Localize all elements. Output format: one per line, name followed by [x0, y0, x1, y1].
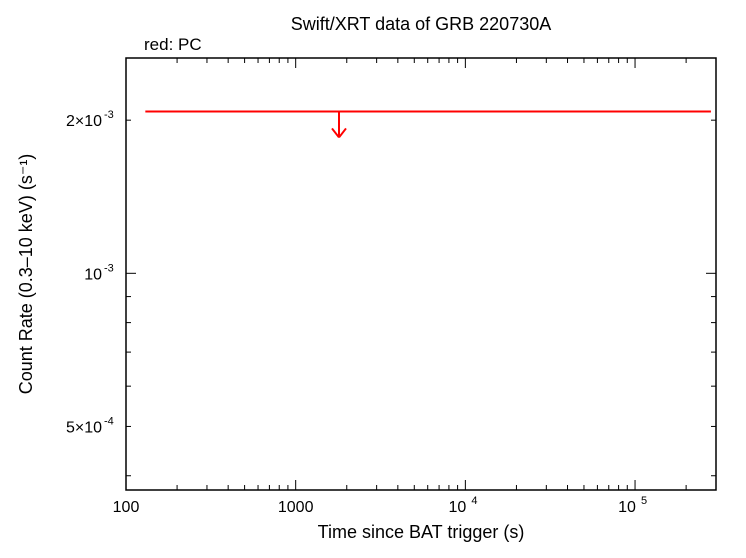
svg-text:2×10: 2×10 — [66, 113, 102, 130]
plot-border — [126, 58, 716, 490]
upper-limit-arrow-head — [332, 128, 339, 137]
chart-svg: 100 1000 10 4 10 5 Time since BAT trigger (s) 5… — [0, 0, 746, 558]
y-axis-label: Count Rate (0.3–10 keV) (s⁻¹) — [16, 154, 36, 395]
x-tick-label: 10 5 — [618, 495, 647, 516]
y-tick-label: 10-3 — [84, 262, 114, 283]
svg-text:-4: -4 — [104, 415, 114, 427]
svg-text:10: 10 — [618, 499, 636, 516]
x-tick-label: 10 4 — [448, 495, 477, 516]
y-tick-label: 2×10-3 — [66, 109, 114, 130]
svg-text:5: 5 — [641, 495, 647, 507]
chart-container: 100 1000 10 4 10 5 Time since BAT trigger (s) 5… — [0, 0, 746, 558]
svg-text:5×10: 5×10 — [66, 419, 102, 436]
svg-text:-3: -3 — [104, 109, 114, 121]
upper-limit-arrow-head — [339, 128, 346, 137]
x-axis-label: Time since BAT trigger (s) — [318, 522, 525, 542]
svg-text:10: 10 — [84, 266, 102, 283]
svg-text:4: 4 — [471, 495, 477, 507]
x-tick-label: 100 — [113, 499, 140, 516]
chart-title: Swift/XRT data of GRB 220730A — [291, 14, 551, 34]
svg-text:10: 10 — [448, 499, 466, 516]
x-tick-label: 1000 — [278, 499, 314, 516]
svg-text:-3: -3 — [104, 262, 114, 274]
legend-text: red: PC — [144, 35, 202, 54]
y-tick-label: 5×10-4 — [66, 415, 114, 436]
